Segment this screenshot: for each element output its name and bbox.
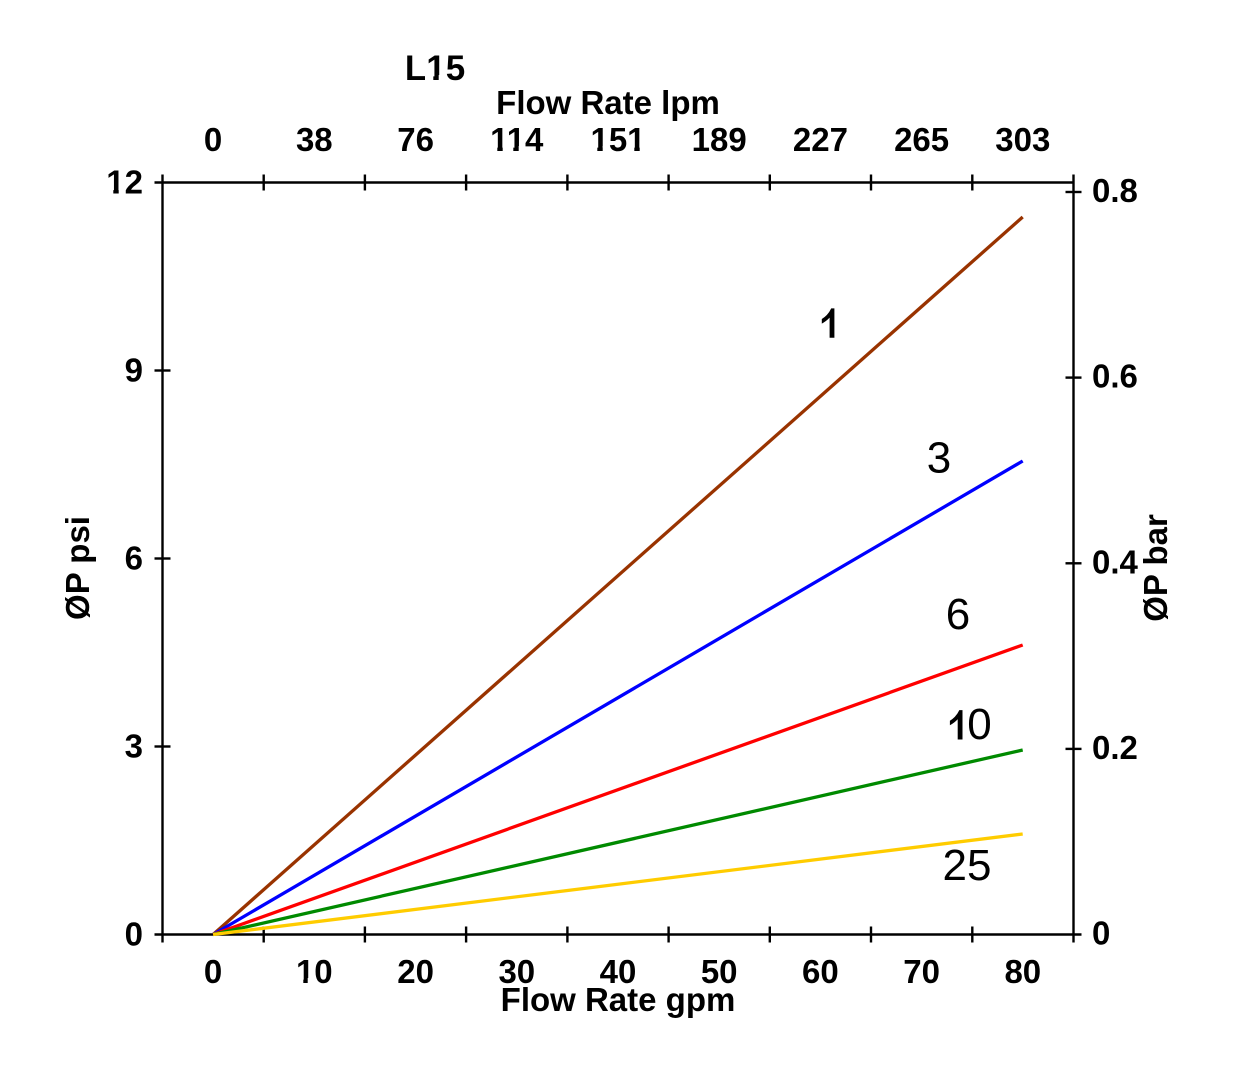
svg-text:60: 60 bbox=[802, 953, 839, 990]
svg-text:25: 25 bbox=[943, 841, 992, 890]
svg-text:3: 3 bbox=[927, 434, 951, 483]
svg-text:114: 114 bbox=[490, 121, 544, 158]
svg-text:80: 80 bbox=[1004, 953, 1041, 990]
svg-text:0.2: 0.2 bbox=[1092, 729, 1138, 766]
svg-text:189: 189 bbox=[692, 121, 747, 158]
svg-text:0: 0 bbox=[125, 916, 143, 953]
svg-text:30: 30 bbox=[498, 953, 535, 990]
svg-text:76: 76 bbox=[397, 121, 434, 158]
svg-text:151: 151 bbox=[590, 121, 645, 158]
svg-text:0: 0 bbox=[967, 700, 991, 749]
svg-text:0.8: 0.8 bbox=[1092, 172, 1138, 209]
svg-text:6: 6 bbox=[946, 590, 970, 639]
svg-text:0: 0 bbox=[1092, 915, 1110, 952]
svg-text:Flow Rate lpm: Flow Rate lpm bbox=[496, 84, 720, 121]
svg-text:38: 38 bbox=[296, 121, 333, 158]
svg-text:70: 70 bbox=[903, 953, 940, 990]
svg-text:3: 3 bbox=[125, 728, 143, 765]
svg-text:0: 0 bbox=[204, 121, 222, 158]
svg-text:40: 40 bbox=[600, 953, 637, 990]
svg-text:303: 303 bbox=[995, 121, 1050, 158]
svg-text:20: 20 bbox=[397, 953, 434, 990]
svg-text:10: 10 bbox=[296, 953, 333, 990]
svg-text:Flow Rate gpm: Flow Rate gpm bbox=[501, 981, 736, 1018]
svg-text:0.6: 0.6 bbox=[1092, 358, 1138, 395]
svg-text:6: 6 bbox=[125, 540, 143, 577]
svg-text:9: 9 bbox=[125, 352, 143, 389]
svg-text:227: 227 bbox=[793, 121, 848, 158]
svg-text:265: 265 bbox=[894, 121, 949, 158]
svg-text:ØP bar: ØP bar bbox=[1137, 514, 1174, 622]
svg-text:ØP psi: ØP psi bbox=[59, 516, 96, 620]
svg-text:L15: L15 bbox=[405, 49, 465, 88]
svg-text:0: 0 bbox=[204, 953, 222, 990]
svg-text:12: 12 bbox=[106, 164, 143, 201]
svg-text:0.4: 0.4 bbox=[1092, 543, 1139, 580]
svg-text:50: 50 bbox=[701, 953, 738, 990]
